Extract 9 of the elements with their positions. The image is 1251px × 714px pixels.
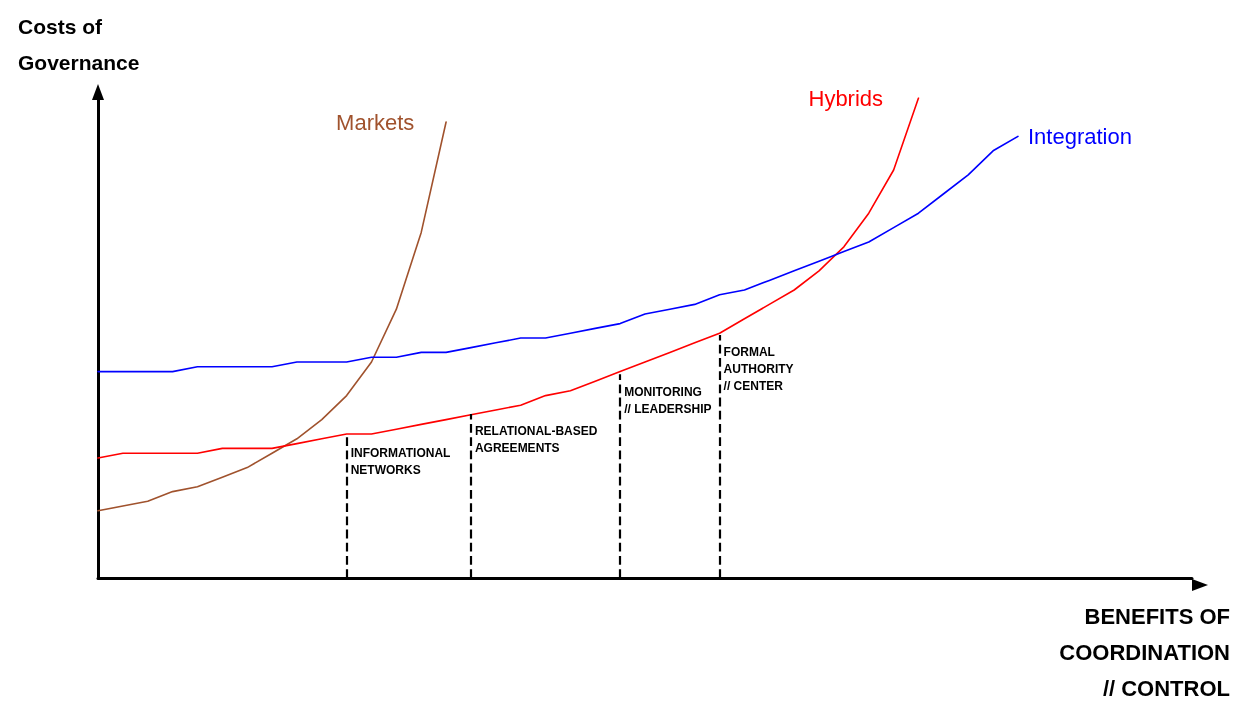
- y-axis-title: Costs of Governance: [18, 14, 140, 74]
- x-axis-title: BENEFITS OF COORDINATION // CONTROL: [1059, 603, 1230, 701]
- annotation: INFORMATIONAL NETWORKS: [350, 446, 451, 478]
- annotation: MONITORING // LEADERSHIP: [624, 384, 712, 416]
- annotation: FORMAL AUTHORITY // CENTER: [723, 345, 794, 394]
- annotation: RELATIONAL-BASED AGREEMENTS: [474, 424, 598, 456]
- series-label: Hybrids: [808, 85, 884, 111]
- series-label: Markets: [336, 109, 415, 135]
- series-label: Integration: [1027, 123, 1132, 149]
